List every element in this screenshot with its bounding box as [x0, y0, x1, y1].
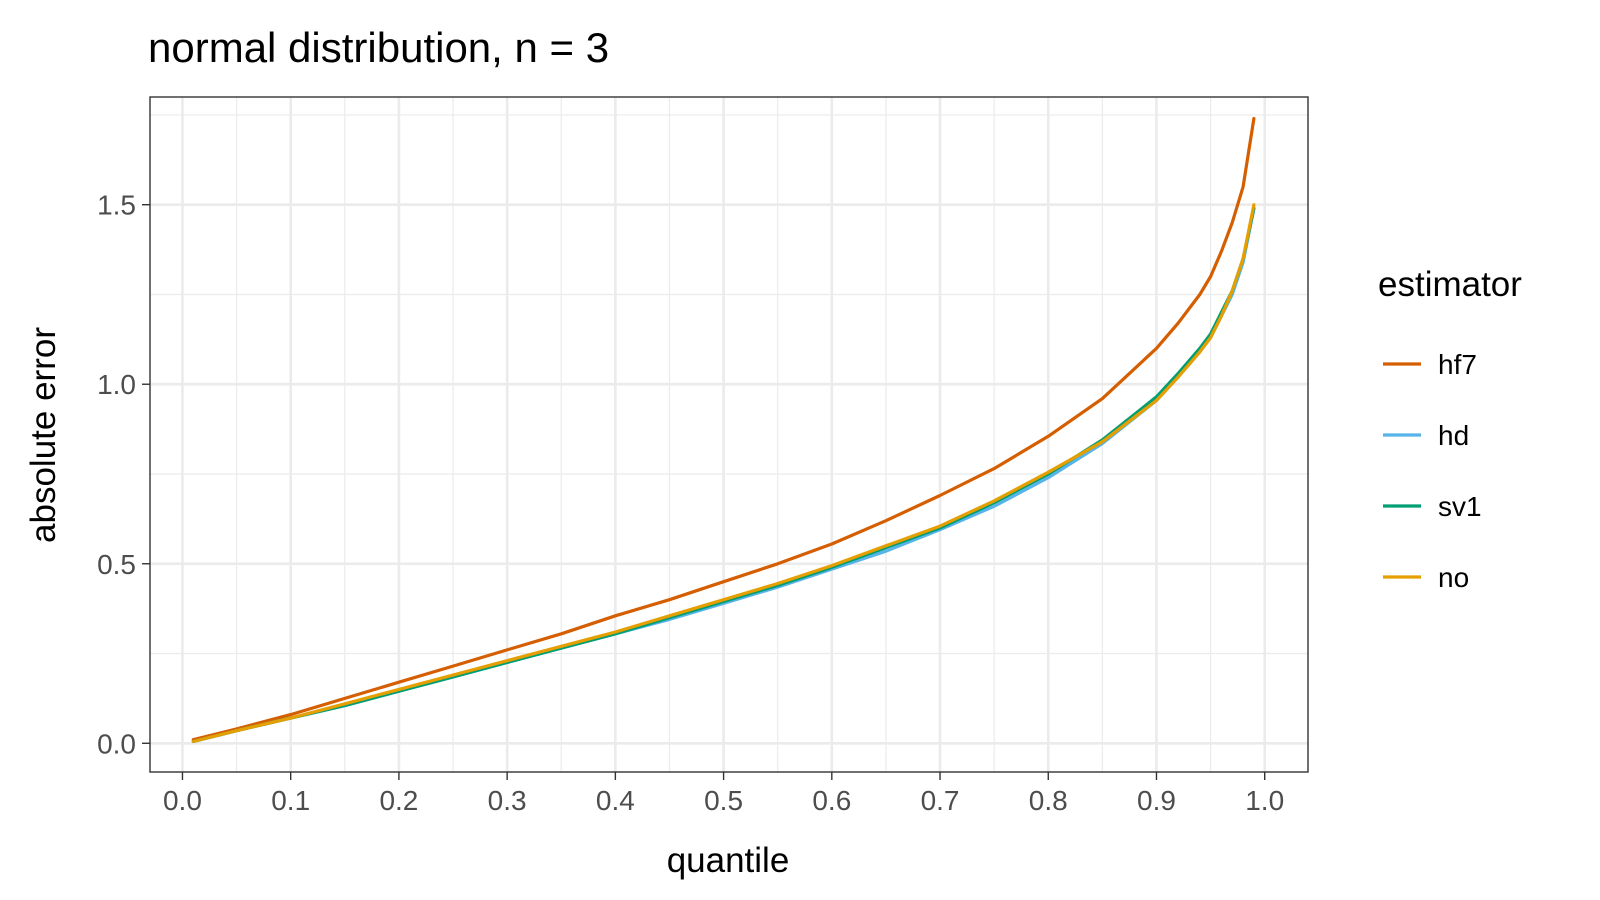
y-axis-title: absolute error: [24, 327, 63, 543]
legend-label-hf7: hf7: [1438, 349, 1477, 380]
minor-grid: [150, 97, 1308, 772]
x-tick-label: 1.0: [1245, 785, 1284, 816]
x-tick-label: 0.9: [1137, 785, 1176, 816]
x-axis-title: quantile: [667, 841, 790, 880]
x-tick-label: 0.7: [921, 785, 960, 816]
chart-title: normal distribution, n = 3: [148, 24, 609, 71]
x-tick-label: 0.1: [271, 785, 310, 816]
x-tick-label: 0.5: [704, 785, 743, 816]
x-tick-label: 0.3: [488, 785, 527, 816]
plot-background: [150, 97, 1308, 772]
series-line-no: [191, 203, 1256, 744]
plot-border: [149, 96, 1309, 773]
major-grid: [150, 97, 1308, 772]
x-tick-label: 0.2: [379, 785, 418, 816]
series-lines: [191, 116, 1256, 744]
legend-label-sv1: sv1: [1438, 491, 1482, 522]
y-axis: 0.0 0.5 1.0 1.5: [97, 190, 150, 759]
legend-items: hf7 hd sv1 no: [1383, 349, 1482, 593]
legend: estimator hf7 hd sv1 no: [1378, 265, 1522, 593]
legend-label-hd: hd: [1438, 420, 1469, 451]
legend-label-no: no: [1438, 562, 1469, 593]
y-tick-label: 0.5: [97, 549, 136, 580]
series-line-sv1: [191, 206, 1256, 744]
y-tick-label: 0.0: [97, 728, 136, 759]
y-tick-label: 1.0: [97, 369, 136, 400]
x-tick-label: 0.8: [1029, 785, 1068, 816]
x-axis: 0.0 0.1 0.2 0.3 0.4 0.5 0.6 0.7 0.8 0.9 1.0: [163, 772, 1284, 816]
legend-title: estimator: [1378, 265, 1522, 304]
x-tick-label: 0.0: [163, 785, 202, 816]
x-tick-label: 0.4: [596, 785, 635, 816]
plot-panel: [149, 96, 1309, 773]
series-line-hf7: [191, 116, 1256, 742]
y-tick-label: 1.5: [97, 190, 136, 221]
x-tick-label: 0.6: [812, 785, 851, 816]
